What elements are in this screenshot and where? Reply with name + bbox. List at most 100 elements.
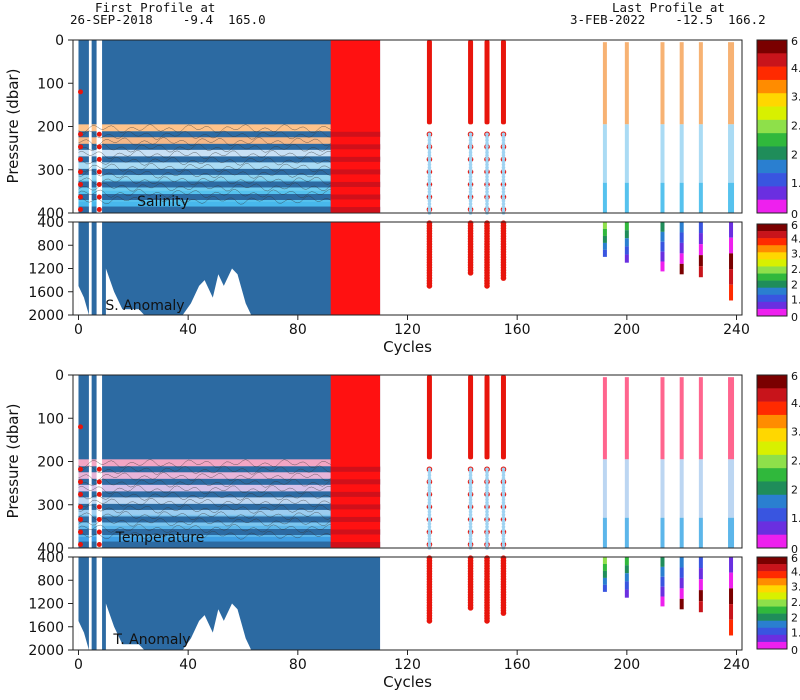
profile-column <box>602 182 607 213</box>
profile-column <box>602 228 607 236</box>
sample-marker <box>77 207 83 213</box>
profile-point <box>501 141 506 146</box>
profile-point <box>427 512 432 517</box>
profile-column <box>660 222 665 232</box>
sample-marker <box>484 283 490 289</box>
sample-marker <box>77 466 83 472</box>
sampling-band <box>330 207 381 213</box>
sample-marker <box>467 270 474 276</box>
sample-marker <box>96 516 102 522</box>
profile-column <box>660 566 665 577</box>
profile-point <box>501 497 506 502</box>
first-profile-label: First Profile at <box>95 0 216 15</box>
profile-point <box>427 488 432 493</box>
colorbar-tick-label: 2 <box>791 278 798 291</box>
gap-column <box>88 40 92 213</box>
colorbar-swatch <box>757 592 787 600</box>
profile-point <box>427 543 432 547</box>
profile-point <box>485 168 489 173</box>
profile-point <box>485 171 489 176</box>
colorbar-tick-label: 1.5 <box>791 177 800 190</box>
profile-point <box>468 506 473 511</box>
profile-point <box>501 186 506 191</box>
profile-column <box>679 42 684 125</box>
profile-point <box>468 132 473 137</box>
sampling-band <box>78 206 381 213</box>
profile-point <box>501 503 506 508</box>
sample-marker <box>77 504 83 510</box>
x-tick-label: 200 <box>613 657 640 673</box>
profile-point <box>427 205 432 209</box>
colorbar-swatch <box>757 294 787 303</box>
sampling-band <box>330 529 381 535</box>
panel-label-s-anomaly: S. Anomaly <box>105 298 184 314</box>
sample-marker <box>77 424 83 430</box>
profile-column <box>602 42 607 125</box>
sample-marker <box>96 131 102 137</box>
profile-column <box>728 182 735 213</box>
colorbar-swatch <box>757 186 787 200</box>
profile-column <box>602 124 607 183</box>
colorbar-swatch <box>757 634 787 643</box>
gap-column <box>88 557 92 650</box>
profile-point <box>427 470 432 475</box>
sample-marker <box>77 529 83 535</box>
profile-column <box>602 570 607 578</box>
y-tick-label: 800 <box>37 238 64 254</box>
profile-point <box>485 205 489 209</box>
profile-column <box>660 576 665 587</box>
no-data-region <box>78 620 89 650</box>
profile-point <box>468 476 473 481</box>
profile-column <box>698 42 703 125</box>
sample-marker <box>484 618 490 624</box>
gap-column <box>96 222 103 315</box>
colorbar-swatch <box>757 428 787 442</box>
depth-layer <box>78 124 331 136</box>
profile-point <box>485 491 489 496</box>
colorbar-swatch <box>757 79 787 94</box>
profile-point <box>501 147 506 152</box>
colorbar-swatch <box>757 146 787 161</box>
profile-point <box>501 534 506 538</box>
profile-column <box>624 222 629 231</box>
x-tick-label: 0 <box>74 322 83 338</box>
colorbar-swatch <box>757 508 787 522</box>
profile-point <box>468 174 473 179</box>
colorbar-tick-label: 6 <box>791 370 798 383</box>
profile-point <box>501 162 506 167</box>
profile-column <box>698 459 703 518</box>
sampling-band <box>330 504 381 510</box>
profile-point <box>485 470 489 475</box>
profile-point <box>485 190 489 194</box>
colorbar <box>756 39 788 214</box>
gap-column <box>96 557 103 650</box>
profile-point <box>501 494 506 499</box>
profile-point <box>485 183 489 188</box>
colorbar-swatch <box>757 159 787 174</box>
colorbar-swatch <box>757 133 787 147</box>
profile-point <box>427 482 432 487</box>
colorbar-swatch <box>757 308 787 317</box>
profile-point <box>427 473 432 478</box>
gap-column <box>88 375 92 548</box>
sampling-band <box>330 169 381 175</box>
colorbar <box>756 374 788 549</box>
profile-point <box>485 515 489 520</box>
panel-3-plot <box>72 555 743 651</box>
colorbar-swatch <box>757 606 787 614</box>
colorbar-tick-label: 6 <box>791 35 798 48</box>
profile-point <box>485 174 489 179</box>
profile-point <box>501 168 506 173</box>
profile-column <box>728 377 735 460</box>
colorbar-tick-label: 3.5 <box>791 248 800 261</box>
profile-point <box>501 135 506 140</box>
colorbar-swatch <box>757 414 787 429</box>
profile-point <box>427 467 432 472</box>
profile-point <box>427 165 432 170</box>
profile-point <box>468 531 473 535</box>
profile-point <box>427 168 432 173</box>
sampling-band <box>330 144 381 150</box>
profile-point <box>427 132 432 137</box>
profile-point <box>427 135 432 140</box>
profile-point <box>427 525 432 529</box>
